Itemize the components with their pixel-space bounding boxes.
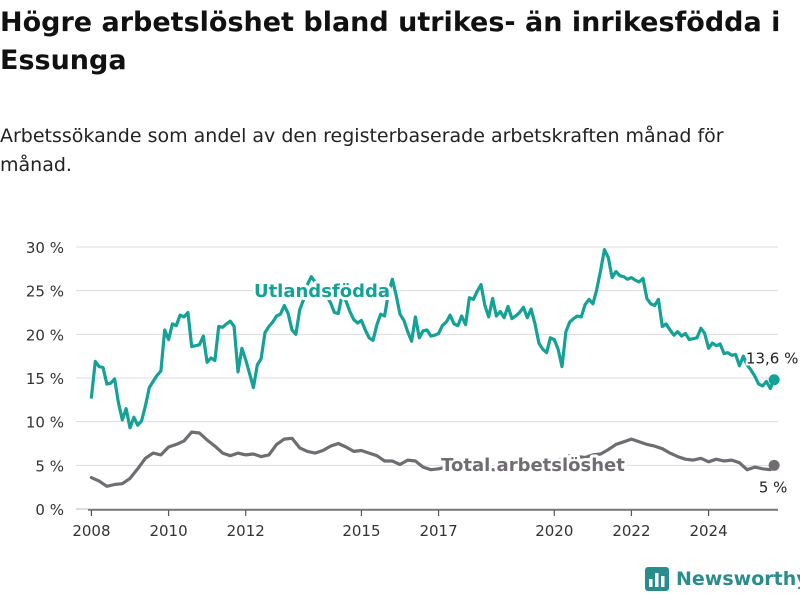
x-tick-label: 2015 (342, 522, 380, 540)
y-axis-labels: 0 % 5 % 10 % 15 % 20 % 25 % 30 % (26, 239, 64, 519)
series-label-total: Total arbetslöshet (441, 455, 625, 476)
x-tick-label: 2022 (612, 522, 650, 540)
grid-lines (76, 246, 778, 510)
chart-subtitle: Arbetssökande som andel av den registerb… (0, 125, 724, 176)
x-axis: 2008 2010 2012 2015 2017 2020 2022 2024 (72, 509, 778, 540)
chart-title: Högre arbetslöshet bland utrikes- än inr… (0, 7, 781, 76)
newsworthy-logo: Newsworthy (645, 567, 800, 591)
logo-text: Newsworthy (676, 568, 800, 590)
y-tick-label: 0 % (35, 501, 64, 519)
x-tick-label: 2008 (72, 522, 110, 540)
line-chart: 0 %5 %10 %15 %20 %25 %30 % 2008 2010 2012 2… (26, 239, 800, 540)
end-point-total (768, 459, 780, 471)
x-tick-label: 2012 (227, 522, 265, 540)
end-label-total: 5 % (759, 478, 788, 496)
x-tick-label: 2024 (689, 522, 727, 540)
y-tick-label: 5 % (35, 457, 64, 475)
end-point-utlandsfodda (768, 374, 780, 386)
x-tick-label: 2010 (149, 522, 187, 540)
y-tick-label: 30 % (26, 239, 64, 257)
series-lines (89, 248, 780, 488)
series-line-utlandsfodda (89, 248, 776, 430)
series-labels: Utlandsfödda Total arbetslöshet 13,6 % 5 % (251, 278, 800, 498)
y-tick-label: 15 % (26, 370, 64, 388)
series-label-utlandsfodda: Utlandsfödda (254, 281, 390, 302)
x-tick-label: 2020 (535, 522, 573, 540)
y-tick-label: 25 % (26, 283, 64, 301)
y-tick-label: 20 % (26, 326, 64, 344)
newsworthy-bar-chart-icon (645, 567, 669, 591)
y-tick-label: 10 % (26, 414, 64, 432)
end-label-utlandsfodda: 13,6 % (746, 350, 798, 368)
series-line-total (89, 430, 776, 488)
x-tick-label: 2017 (419, 522, 457, 540)
